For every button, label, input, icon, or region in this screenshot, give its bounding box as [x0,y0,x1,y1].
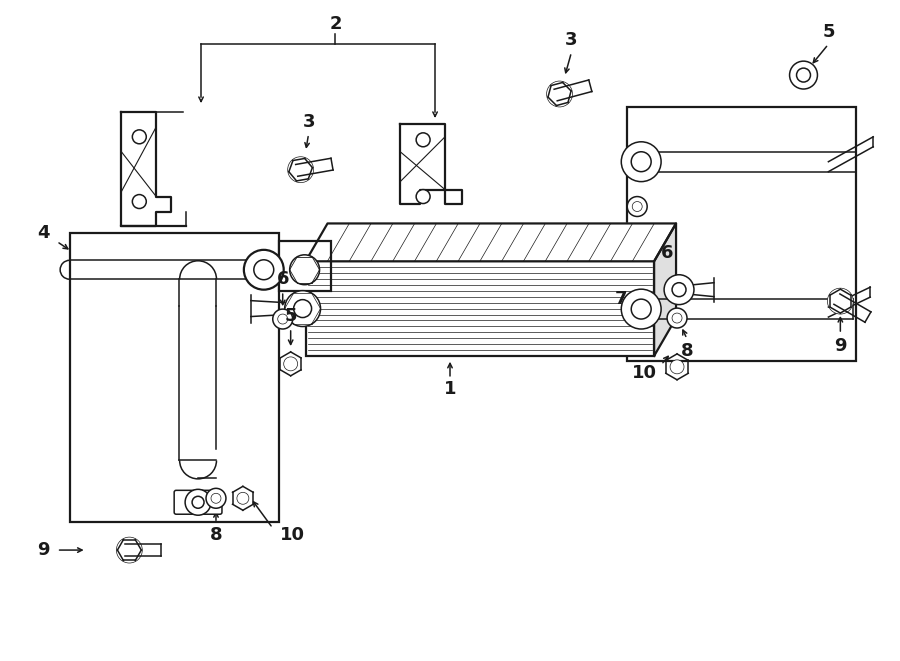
Circle shape [670,360,684,374]
FancyBboxPatch shape [175,490,222,514]
Circle shape [631,299,652,319]
Text: 7: 7 [615,290,627,308]
Bar [279,241,330,291]
Circle shape [273,309,292,329]
Bar [627,107,856,361]
Circle shape [206,488,226,508]
Text: 4: 4 [38,225,50,243]
Polygon shape [654,223,676,356]
Bar [69,233,279,522]
Circle shape [667,308,687,328]
Text: 5: 5 [284,307,297,325]
Circle shape [211,493,221,503]
Circle shape [254,260,274,280]
Circle shape [293,299,311,317]
Text: 10: 10 [632,364,657,382]
Text: 6: 6 [276,270,289,288]
Circle shape [827,288,853,314]
Circle shape [284,291,320,327]
Circle shape [116,537,142,563]
Circle shape [244,250,284,290]
Text: 8: 8 [680,342,693,360]
Circle shape [621,142,662,182]
Text: 9: 9 [834,337,847,355]
Circle shape [796,68,811,82]
Text: 8: 8 [210,526,222,544]
Circle shape [546,81,572,107]
Circle shape [192,496,204,508]
Text: 1: 1 [444,380,456,398]
Circle shape [416,133,430,147]
Circle shape [632,202,643,212]
Circle shape [132,130,147,144]
Circle shape [672,313,682,323]
Text: 2: 2 [329,15,342,33]
Bar [306,261,654,356]
Circle shape [416,190,430,204]
Text: 5: 5 [823,23,834,41]
Circle shape [627,196,647,217]
Circle shape [631,152,652,172]
Text: 9: 9 [38,541,50,559]
Circle shape [621,289,662,329]
Text: 6: 6 [661,245,673,262]
Circle shape [132,194,147,208]
Circle shape [664,275,694,305]
Circle shape [290,255,320,285]
Text: 10: 10 [280,526,305,544]
Circle shape [672,283,686,297]
Circle shape [237,492,248,504]
Circle shape [789,61,817,89]
Circle shape [284,357,298,371]
Circle shape [185,489,211,515]
Text: 3: 3 [302,113,315,131]
Circle shape [278,314,288,324]
Polygon shape [306,223,676,261]
Text: 3: 3 [565,31,578,49]
Circle shape [288,157,313,182]
